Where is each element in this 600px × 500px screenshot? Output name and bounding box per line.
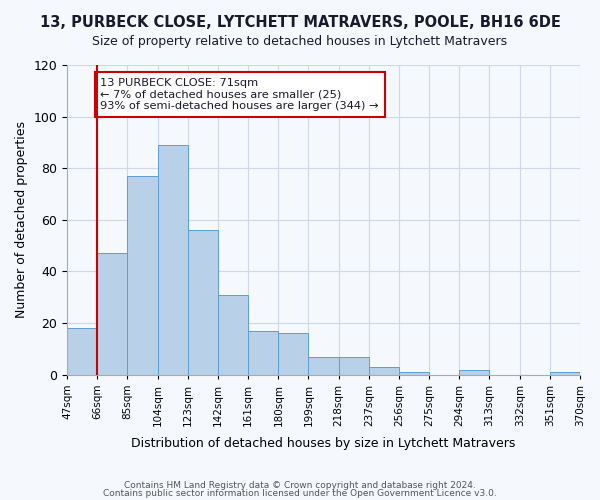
Text: Contains public sector information licensed under the Open Government Licence v3: Contains public sector information licen… <box>103 488 497 498</box>
Bar <box>550 372 580 374</box>
Bar <box>67 328 97 374</box>
Y-axis label: Number of detached properties: Number of detached properties <box>15 122 28 318</box>
Bar <box>399 372 429 374</box>
Bar <box>278 334 308 374</box>
Bar <box>460 370 490 374</box>
Text: Size of property relative to detached houses in Lytchett Matravers: Size of property relative to detached ho… <box>92 35 508 48</box>
X-axis label: Distribution of detached houses by size in Lytchett Matravers: Distribution of detached houses by size … <box>131 437 516 450</box>
Bar <box>188 230 218 374</box>
Text: 13 PURBECK CLOSE: 71sqm
← 7% of detached houses are smaller (25)
93% of semi-det: 13 PURBECK CLOSE: 71sqm ← 7% of detached… <box>100 78 379 111</box>
Text: Contains HM Land Registry data © Crown copyright and database right 2024.: Contains HM Land Registry data © Crown c… <box>124 481 476 490</box>
Bar <box>97 254 127 374</box>
Text: 13, PURBECK CLOSE, LYTCHETT MATRAVERS, POOLE, BH16 6DE: 13, PURBECK CLOSE, LYTCHETT MATRAVERS, P… <box>40 15 560 30</box>
Bar <box>369 367 399 374</box>
Bar <box>158 145 188 374</box>
Bar <box>248 331 278 374</box>
Bar <box>338 356 369 374</box>
Bar <box>308 356 338 374</box>
Bar <box>218 294 248 374</box>
Bar <box>127 176 158 374</box>
